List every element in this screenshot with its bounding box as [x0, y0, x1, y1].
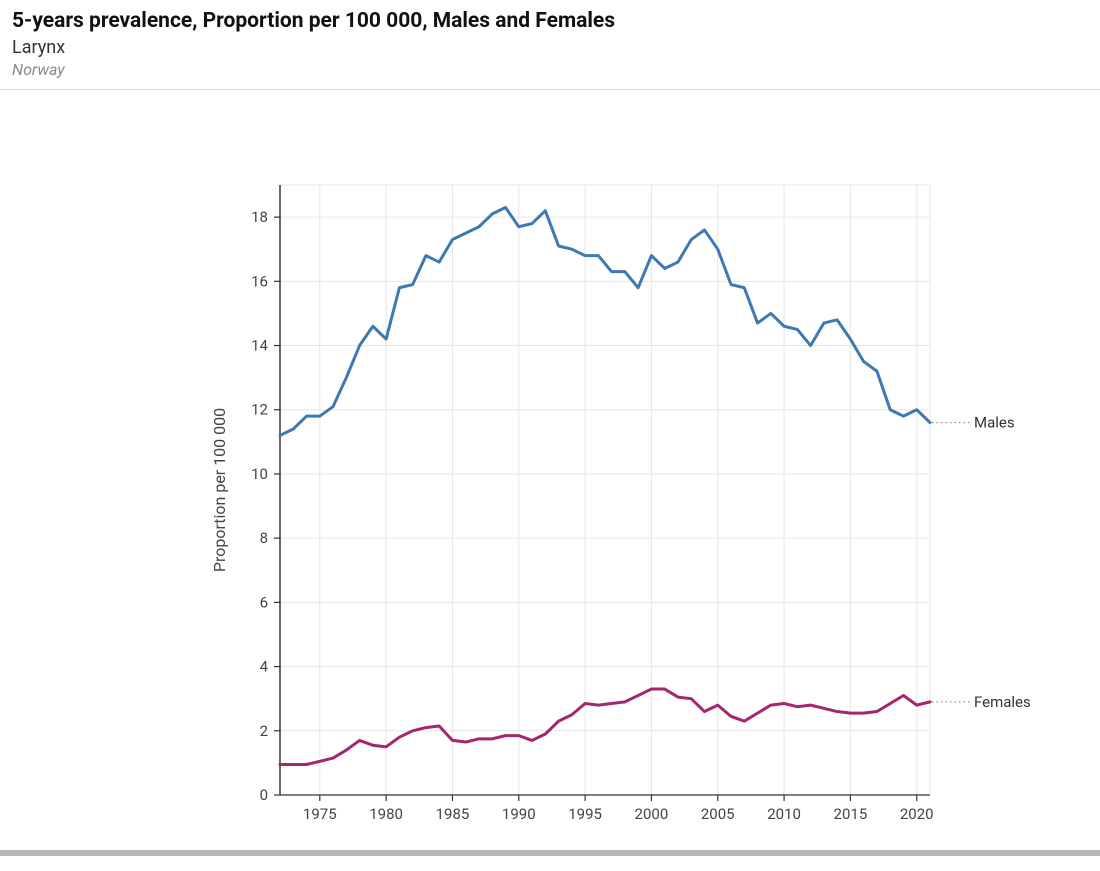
line-chart: 0 2 4 6 8 10 12 14 16 18 1975 1980 1985 1990 1995 2000 2… — [0, 90, 1100, 850]
x-tick-label: 2020 — [900, 805, 934, 823]
y-tick-label: 10 — [251, 465, 268, 483]
x-tick-label: 1985 — [436, 805, 470, 823]
chart-subtitle: Larynx — [12, 37, 1088, 58]
y-tick-label: 18 — [251, 208, 268, 226]
x-tick-label: 2000 — [635, 805, 669, 823]
chart-region: Norway — [12, 60, 1088, 79]
chart-header: 5-years prevalence, Proportion per 100 0… — [0, 0, 1100, 90]
chart-title: 5-years prevalence, Proportion per 100 0… — [12, 8, 1088, 35]
x-tick-label: 2010 — [767, 805, 801, 823]
x-tick-label: 1975 — [303, 805, 337, 823]
y-tick-label: 12 — [251, 401, 268, 419]
series-label-females: Females — [974, 693, 1031, 711]
y-tick-label: 8 — [260, 529, 268, 547]
chart-area: 0 2 4 6 8 10 12 14 16 18 1975 1980 1985 1990 1995 2000 2… — [0, 90, 1100, 850]
y-tick-label: 0 — [260, 786, 268, 804]
y-tick-label: 6 — [260, 594, 268, 612]
y-tick-label: 16 — [251, 273, 268, 291]
y-tick-label: 14 — [251, 337, 268, 355]
x-tick-label: 1995 — [568, 805, 602, 823]
series-label-males: Males — [974, 414, 1015, 432]
y-tick-label: 4 — [260, 658, 269, 676]
x-tick-label: 2015 — [834, 805, 868, 823]
y-axis-label: Proportion per 100 000 — [210, 408, 229, 572]
y-tick-label: 2 — [260, 722, 268, 740]
x-tick-label: 2005 — [701, 805, 735, 823]
bottom-scrollbar-track — [0, 850, 1100, 856]
x-tick-label: 1980 — [369, 805, 403, 823]
x-tick-label: 1990 — [502, 805, 536, 823]
